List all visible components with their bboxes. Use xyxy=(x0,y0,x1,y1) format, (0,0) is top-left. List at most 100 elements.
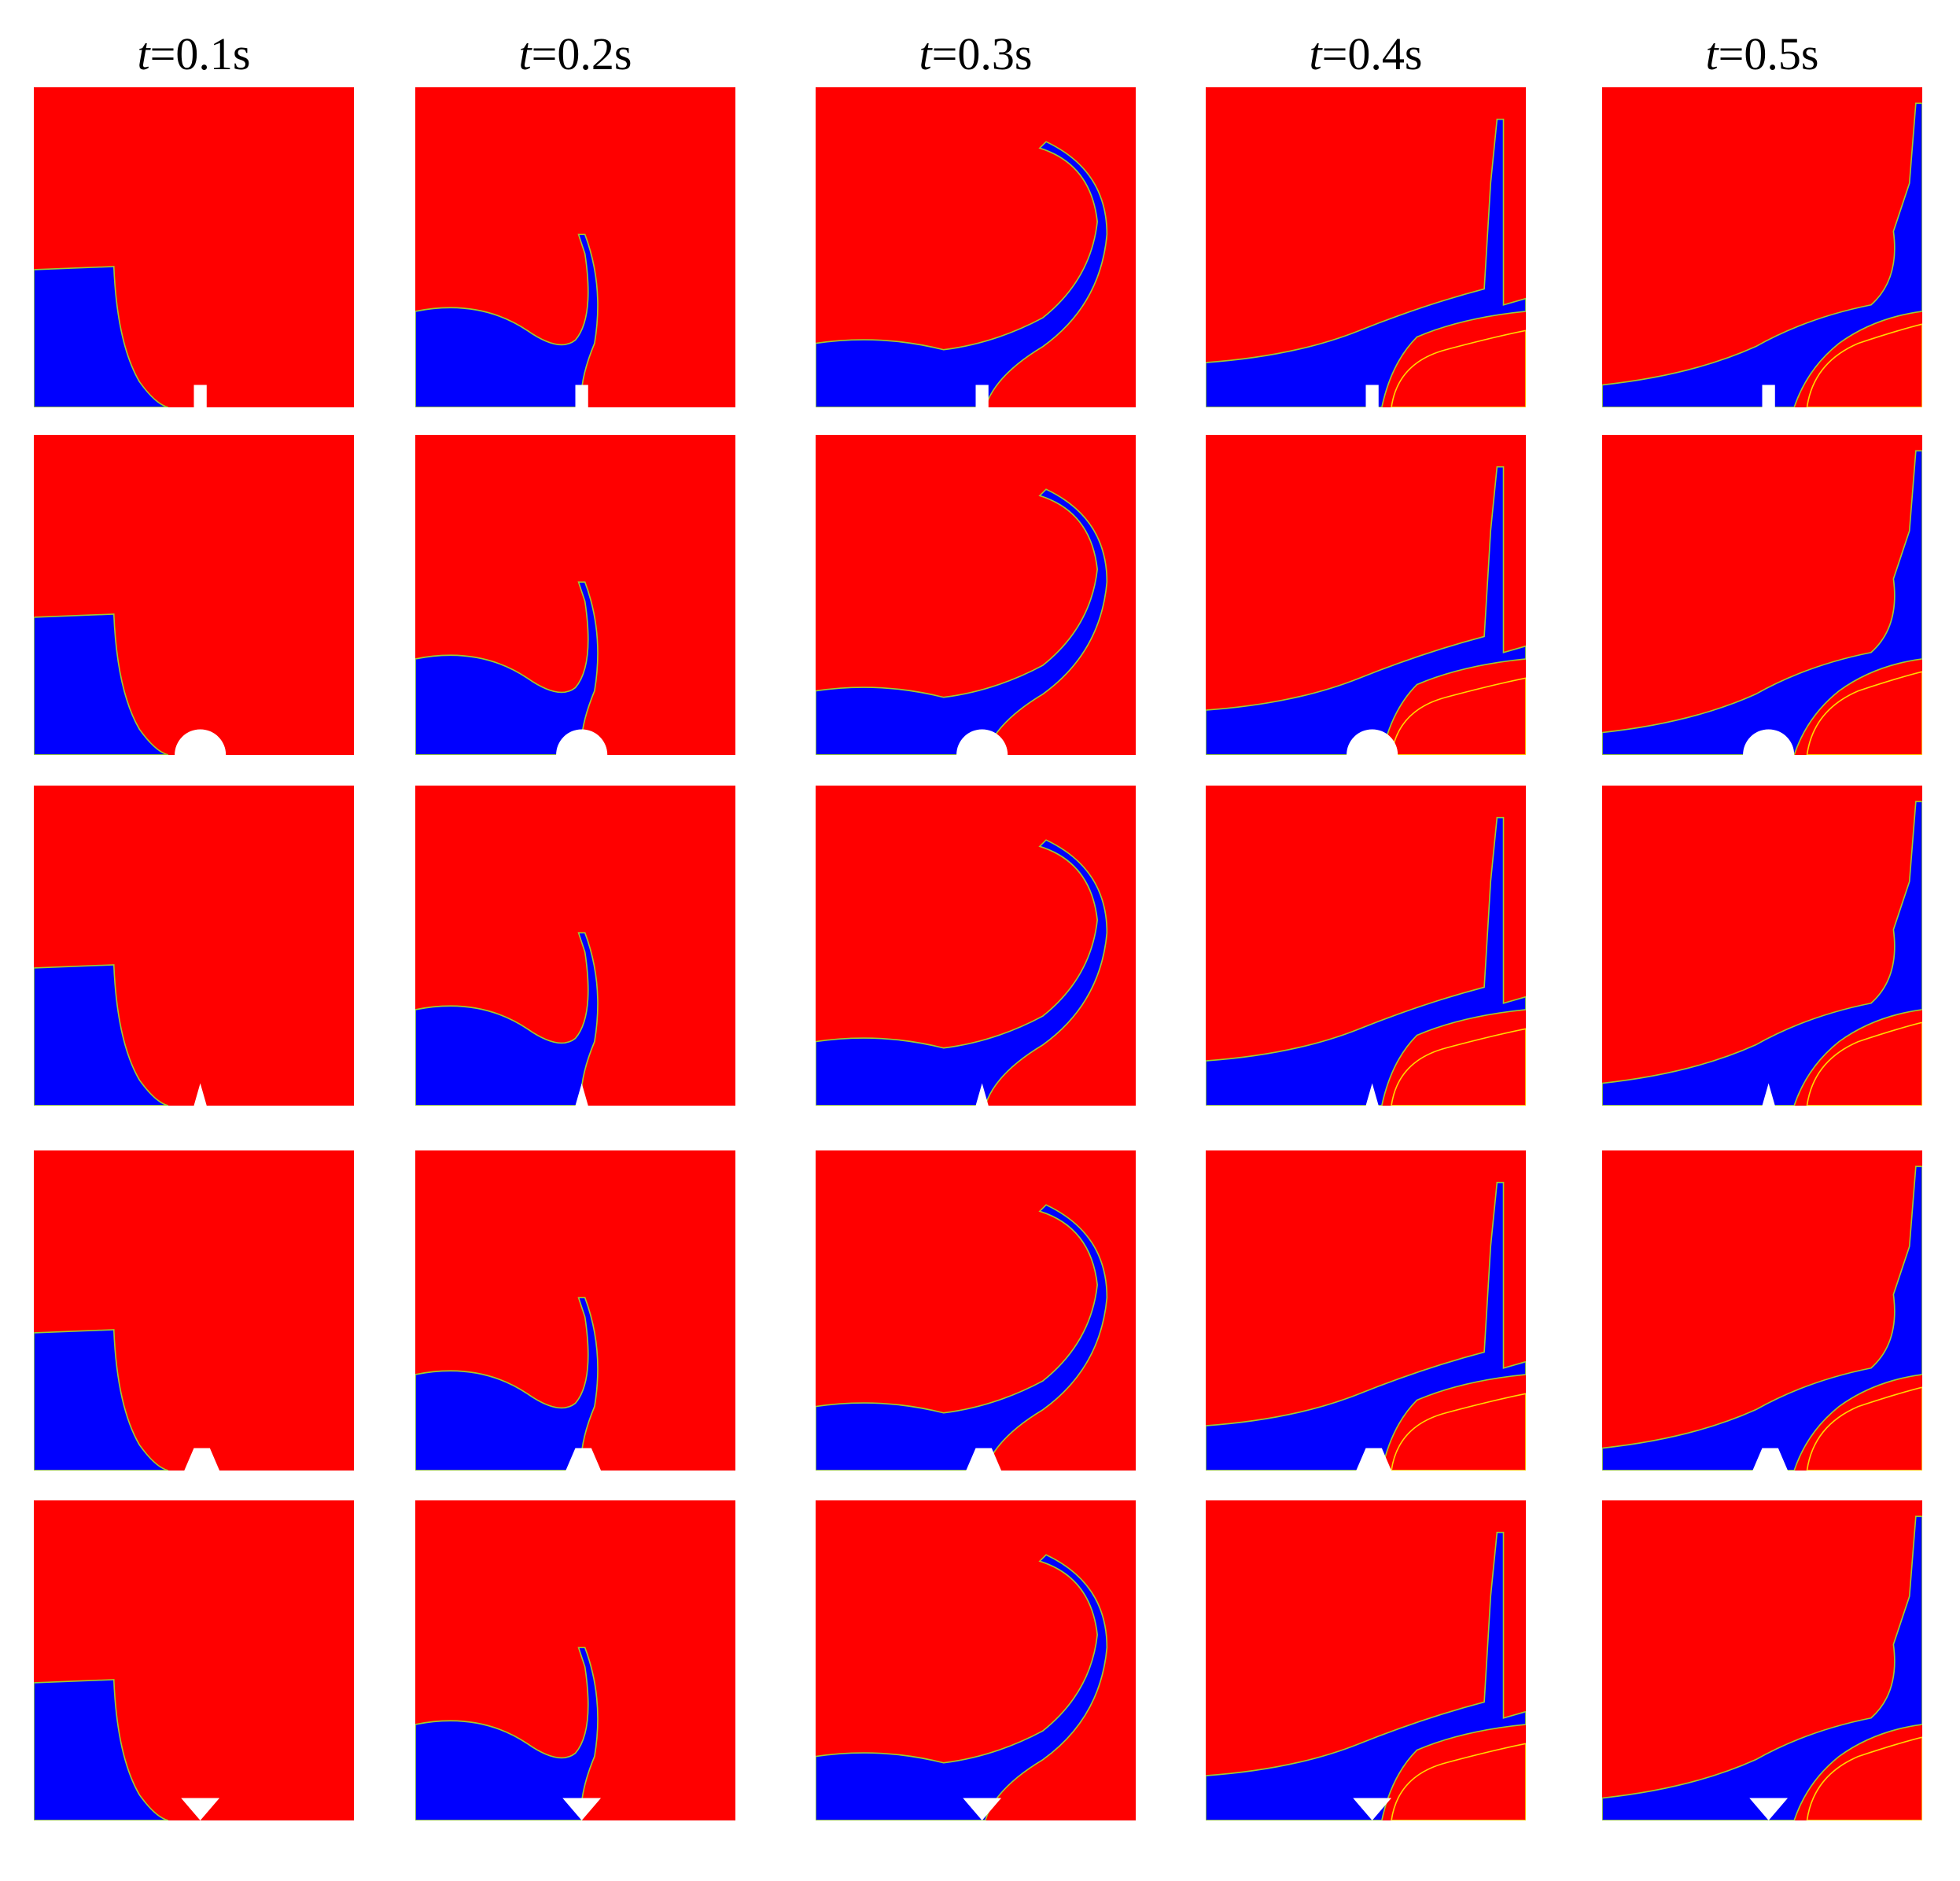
water-region xyxy=(1602,801,1922,1106)
water-region xyxy=(816,141,1108,407)
panel xyxy=(1206,1150,1526,1471)
air-pocket xyxy=(1391,329,1526,407)
water-region xyxy=(415,581,599,755)
water-region xyxy=(1602,102,1922,407)
water-region xyxy=(34,964,169,1106)
obstacle xyxy=(175,729,227,755)
obstacle xyxy=(1762,1083,1775,1106)
obstacle xyxy=(575,1083,588,1106)
water-region xyxy=(1206,816,1526,1106)
column-header: t=0.1s xyxy=(138,28,251,79)
obstacle xyxy=(193,1083,207,1106)
time-symbol: t xyxy=(919,28,934,79)
panel xyxy=(1206,87,1526,407)
obstacle xyxy=(181,1798,220,1820)
obstacle xyxy=(1365,1083,1379,1106)
panel xyxy=(415,786,735,1106)
panel xyxy=(816,1150,1136,1471)
obstacle xyxy=(193,385,207,407)
obstacle xyxy=(566,1448,602,1471)
obstacle xyxy=(575,385,588,407)
obstacle xyxy=(963,1798,1002,1820)
panel xyxy=(816,1500,1136,1820)
water-region xyxy=(816,488,1108,755)
water-region xyxy=(1206,466,1526,755)
air-pocket xyxy=(1806,323,1922,407)
panel xyxy=(1602,87,1922,407)
time-symbol: t xyxy=(1310,28,1324,79)
column-header: t=0.2s xyxy=(519,28,632,79)
water-region xyxy=(1602,1165,1922,1471)
water-region xyxy=(1206,1531,1526,1820)
panel xyxy=(1206,1500,1526,1820)
air-pocket xyxy=(1806,671,1922,755)
water-region xyxy=(34,613,169,755)
panel xyxy=(415,1150,735,1471)
water-region xyxy=(816,839,1108,1106)
obstacle xyxy=(1356,1448,1392,1471)
obstacle xyxy=(556,729,608,755)
water-region xyxy=(415,1647,599,1820)
obstacle xyxy=(1752,1448,1789,1471)
air-pocket xyxy=(1391,1028,1526,1106)
panel xyxy=(34,786,354,1106)
water-region xyxy=(1206,118,1526,407)
time-value: =0.1s xyxy=(150,28,251,79)
obstacle xyxy=(1365,385,1379,407)
time-value: =0.2s xyxy=(532,28,632,79)
time-symbol: t xyxy=(519,28,533,79)
water-region xyxy=(1206,1181,1526,1471)
time-value: =0.5s xyxy=(1719,28,1819,79)
water-region xyxy=(34,266,169,407)
air-pocket xyxy=(1391,1393,1526,1471)
obstacle xyxy=(1743,729,1795,755)
obstacle xyxy=(975,1083,989,1106)
obstacle xyxy=(1762,385,1775,407)
panel xyxy=(34,435,354,755)
water-region xyxy=(1602,450,1922,755)
obstacle xyxy=(1347,729,1398,755)
obstacle xyxy=(956,729,1008,755)
column-header: t=0.3s xyxy=(919,28,1033,79)
time-value: =0.4s xyxy=(1322,28,1423,79)
air-pocket xyxy=(1391,677,1526,755)
water-region xyxy=(415,932,599,1106)
obstacle xyxy=(1353,1798,1392,1820)
water-region xyxy=(34,1329,169,1471)
panel xyxy=(1206,435,1526,755)
panel xyxy=(816,435,1136,755)
air-pocket xyxy=(1806,1386,1922,1471)
time-symbol: t xyxy=(138,28,152,79)
panel xyxy=(816,786,1136,1106)
panel xyxy=(415,435,735,755)
water-region xyxy=(34,1679,169,1820)
water-region xyxy=(816,1554,1108,1820)
air-pocket xyxy=(1806,1736,1922,1820)
column-header: t=0.5s xyxy=(1706,28,1819,79)
panel xyxy=(1602,435,1922,755)
obstacle xyxy=(1749,1798,1789,1820)
time-value: =0.3s xyxy=(932,28,1033,79)
water-region xyxy=(415,234,599,407)
panel xyxy=(816,87,1136,407)
water-region xyxy=(415,1297,599,1471)
panel xyxy=(415,87,735,407)
water-region xyxy=(1602,1515,1922,1820)
panel xyxy=(1602,1500,1922,1820)
panel xyxy=(34,1150,354,1471)
time-symbol: t xyxy=(1706,28,1720,79)
panel xyxy=(34,87,354,407)
panel xyxy=(1602,786,1922,1106)
obstacle xyxy=(975,385,989,407)
obstacle xyxy=(966,1448,1002,1471)
panel xyxy=(1206,786,1526,1106)
column-header: t=0.4s xyxy=(1310,28,1423,79)
air-pocket xyxy=(1391,1743,1526,1820)
obstacle xyxy=(184,1448,220,1471)
panel xyxy=(1602,1150,1922,1471)
water-region xyxy=(816,1204,1108,1471)
obstacle xyxy=(562,1798,602,1820)
panel xyxy=(415,1500,735,1820)
